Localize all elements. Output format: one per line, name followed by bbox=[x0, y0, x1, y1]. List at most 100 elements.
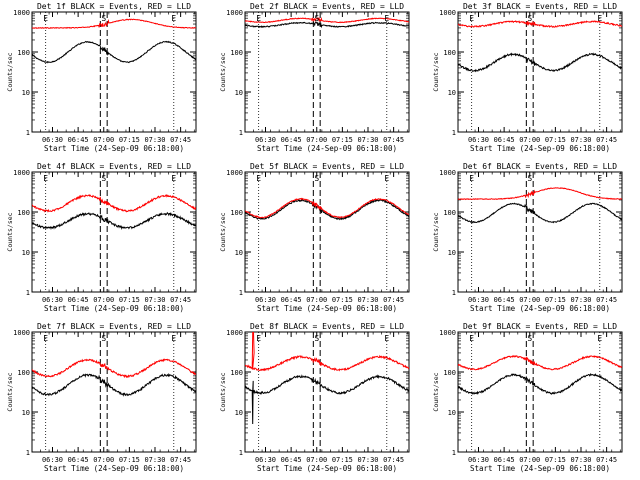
x-tick-label: 06:30 bbox=[42, 136, 63, 144]
x-tick-label: 06:30 bbox=[468, 296, 489, 304]
y-tick-label: 1000 bbox=[226, 9, 243, 17]
x-axis-label: Start Time (24-Sep-09 06:18:00) bbox=[470, 304, 610, 313]
y-tick-label: 10 bbox=[448, 89, 456, 97]
y-tick-label: 1 bbox=[452, 129, 456, 137]
lld-series-line bbox=[245, 197, 409, 219]
x-tick-label: 07:45 bbox=[383, 296, 404, 304]
x-tick-label: 07:00 bbox=[306, 296, 327, 304]
marker-label: E bbox=[256, 14, 261, 23]
x-tick-label: 06:45 bbox=[494, 296, 515, 304]
marker-label: E bbox=[384, 174, 389, 183]
events-series-line bbox=[458, 52, 622, 73]
x-tick-label: 07:45 bbox=[383, 456, 404, 464]
x-axis-label: Start Time (24-Sep-09 06:18:00) bbox=[44, 464, 184, 473]
y-tick-label: 100 bbox=[17, 369, 30, 377]
marker-label: S bbox=[527, 334, 532, 343]
detector-panel-8: Det 8f BLACK = Events, RED = LLD 1 10 100 10… bbox=[219, 322, 410, 473]
x-tick-label: 07:00 bbox=[519, 456, 540, 464]
x-tick-label: 06:30 bbox=[468, 136, 489, 144]
marker-label: S bbox=[101, 14, 106, 23]
x-tick-label: 07:15 bbox=[545, 296, 566, 304]
panel-title: Det 8f BLACK = Events, RED = LLD bbox=[250, 322, 404, 331]
x-axis-label: Start Time (24-Sep-09 06:18:00) bbox=[470, 464, 610, 473]
y-tick-label: 1 bbox=[239, 129, 243, 137]
marker-label: S bbox=[101, 174, 106, 183]
marker-label: E bbox=[469, 174, 474, 183]
marker-label: E bbox=[597, 174, 602, 183]
x-tick-label: 07:00 bbox=[93, 136, 114, 144]
detector-panel-3: Det 3f BLACK = Events, RED = LLD 1 10 100 10… bbox=[432, 2, 623, 153]
x-tick-label: 06:30 bbox=[468, 456, 489, 464]
x-tick-label: 06:45 bbox=[68, 296, 89, 304]
y-tick-label: 100 bbox=[443, 209, 456, 217]
y-tick-label: 100 bbox=[443, 369, 456, 377]
panel-title: Det 5f BLACK = Events, RED = LLD bbox=[250, 162, 404, 171]
y-tick-label: 10 bbox=[22, 409, 30, 417]
y-tick-label: 10 bbox=[235, 409, 243, 417]
x-tick-label: 06:30 bbox=[255, 296, 276, 304]
x-tick-label: 07:15 bbox=[332, 456, 353, 464]
marker-label: E bbox=[43, 14, 48, 23]
marker-label: S bbox=[527, 174, 532, 183]
y-tick-label: 100 bbox=[230, 209, 243, 217]
x-tick-label: 07:30 bbox=[144, 296, 165, 304]
x-tick-label: 06:45 bbox=[281, 136, 302, 144]
events-series-line bbox=[245, 374, 409, 425]
x-tick-label: 06:30 bbox=[255, 136, 276, 144]
x-tick-label: 07:00 bbox=[93, 456, 114, 464]
x-axis-label: Start Time (24-Sep-09 06:18:00) bbox=[257, 304, 397, 313]
y-tick-label: 1 bbox=[26, 129, 30, 137]
y-tick-label: 10 bbox=[235, 89, 243, 97]
events-series-line bbox=[245, 21, 409, 29]
marker-label: S bbox=[314, 334, 319, 343]
marker-label: E bbox=[597, 334, 602, 343]
detector-panel-5: Det 5f BLACK = Events, RED = LLD 1 10 100 10… bbox=[219, 162, 410, 313]
y-tick-label: 1 bbox=[452, 449, 456, 457]
plot-frame bbox=[31, 171, 197, 293]
y-tick-label: 1 bbox=[26, 289, 30, 297]
events-series-line bbox=[458, 202, 622, 224]
marker-label: E bbox=[256, 334, 261, 343]
x-tick-label: 07:30 bbox=[144, 456, 165, 464]
y-axis-label: Counts/sec bbox=[432, 52, 440, 91]
plot-frame bbox=[457, 11, 623, 133]
x-axis-label: Start Time (24-Sep-09 06:18:00) bbox=[257, 144, 397, 153]
x-axis-label: Start Time (24-Sep-09 06:18:00) bbox=[470, 144, 610, 153]
marker-label: E bbox=[384, 334, 389, 343]
panel-title: Det 2f BLACK = Events, RED = LLD bbox=[250, 2, 404, 11]
marker-label: E bbox=[171, 14, 176, 23]
events-series-line bbox=[458, 372, 622, 395]
panel-title: Det 3f BLACK = Events, RED = LLD bbox=[463, 2, 617, 11]
panel-title: Det 6f BLACK = Events, RED = LLD bbox=[463, 162, 617, 171]
x-tick-label: 07:45 bbox=[596, 136, 617, 144]
plot-frame bbox=[457, 331, 623, 453]
events-series-line bbox=[32, 40, 196, 64]
x-tick-label: 07:30 bbox=[357, 136, 378, 144]
y-tick-label: 1000 bbox=[226, 329, 243, 337]
x-tick-label: 06:30 bbox=[42, 296, 63, 304]
marker-label: E bbox=[256, 174, 261, 183]
x-tick-label: 06:30 bbox=[255, 456, 276, 464]
y-tick-label: 10 bbox=[235, 249, 243, 257]
y-tick-label: 1000 bbox=[226, 169, 243, 177]
y-tick-label: 1 bbox=[239, 449, 243, 457]
panel-title: Det 4f BLACK = Events, RED = LLD bbox=[37, 162, 191, 171]
x-tick-label: 07:45 bbox=[170, 136, 191, 144]
x-tick-label: 07:00 bbox=[93, 296, 114, 304]
x-tick-label: 07:45 bbox=[170, 456, 191, 464]
detector-panel-7: Det 7f BLACK = Events, RED = LLD 1 10 100 10… bbox=[6, 322, 197, 473]
plot-frame bbox=[244, 331, 410, 453]
y-tick-label: 10 bbox=[22, 89, 30, 97]
x-tick-label: 07:15 bbox=[119, 296, 140, 304]
detector-panel-6: Det 6f BLACK = Events, RED = LLD 1 10 100 10… bbox=[432, 162, 623, 313]
y-axis-label: Counts/sec bbox=[219, 52, 227, 91]
x-tick-label: 07:00 bbox=[519, 296, 540, 304]
marker-label: S bbox=[527, 14, 532, 23]
x-tick-label: 07:15 bbox=[545, 456, 566, 464]
marker-label: S bbox=[101, 334, 106, 343]
y-tick-label: 1000 bbox=[439, 9, 456, 17]
x-tick-label: 07:00 bbox=[306, 136, 327, 144]
x-tick-label: 07:30 bbox=[570, 296, 591, 304]
y-tick-label: 1000 bbox=[439, 329, 456, 337]
